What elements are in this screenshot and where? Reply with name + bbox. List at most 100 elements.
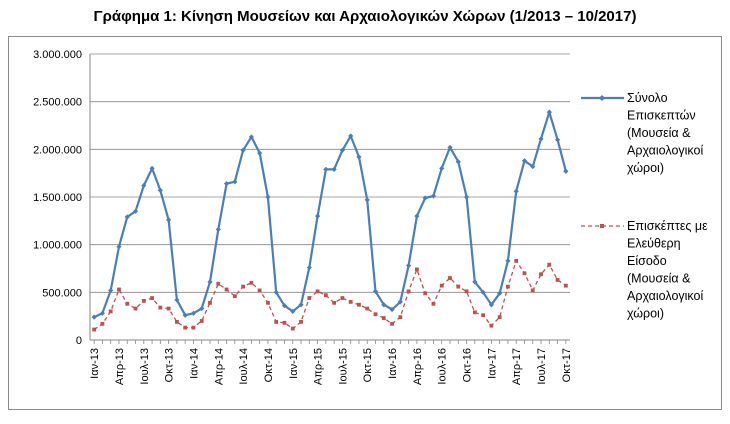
y-tick-label: 0 (76, 335, 82, 347)
data-point (546, 109, 552, 115)
legend-entry-1: Σύνολο Επισκεπτών (Μουσεία & Αρχαιολογικοί χ… (581, 91, 703, 175)
x-tick-label: Οκτ-13 (164, 348, 176, 382)
x-tick-label: Ιαν-16 (387, 348, 399, 379)
data-point (390, 321, 394, 326)
data-point (489, 323, 494, 328)
chart-title: Γράφημα 1: Κίνηση Μουσείων και Αρχαιολογ… (93, 8, 637, 25)
data-point (216, 281, 221, 286)
data-point (439, 283, 444, 288)
data-point (290, 326, 295, 331)
data-point (199, 305, 205, 312)
data-point (348, 133, 354, 139)
x-tick-label: Ιαν-13 (89, 348, 101, 379)
x-axis-ticks: Ιαν-13 Απρ-13 Ιουλ-13 Οκτ-13 Ιαν-14 Απρ-14 Ιου… (89, 348, 573, 385)
data-point (414, 267, 419, 272)
data-point (273, 289, 279, 295)
data-point (249, 280, 254, 285)
data-point (265, 194, 271, 200)
chart-frame (8, 36, 722, 410)
data-point (108, 309, 113, 314)
legend-label: (Μουσεία & (627, 272, 691, 286)
legend-marker (600, 224, 604, 228)
series-line (93, 111, 567, 319)
data-point (223, 181, 230, 187)
data-point (290, 308, 296, 314)
x-tick-label: Απρ-14 (213, 348, 225, 385)
y-tick-label: 1.000.000 (33, 240, 82, 252)
data-point (274, 319, 279, 324)
x-tick-label: Απρ-15 (313, 348, 325, 385)
data-point (340, 296, 345, 300)
series-1 (91, 109, 569, 320)
x-tick-label: Ιουλ-17 (536, 348, 548, 385)
x-tick-label: Απρ-17 (511, 348, 523, 385)
data-point (497, 315, 502, 320)
data-point (314, 213, 321, 219)
data-point (456, 284, 461, 289)
data-point (174, 297, 180, 303)
data-point (166, 306, 171, 311)
axes (89, 54, 570, 344)
data-point (281, 303, 288, 309)
data-point (530, 288, 535, 293)
data-point (141, 299, 146, 303)
data-point (381, 302, 387, 308)
data-point (463, 194, 470, 200)
data-point (521, 158, 528, 164)
data-point (182, 312, 188, 318)
data-point (530, 163, 536, 170)
legend-label: Σύνολο (627, 91, 668, 105)
x-tick-label: Οκτ-17 (561, 348, 573, 382)
data-point (497, 290, 503, 296)
legend-label: Είσοδο (627, 254, 667, 268)
data-point (183, 325, 188, 330)
legend-label: (Μουσεία & (627, 126, 691, 140)
legend-label: Αρχαιολογικοί (627, 289, 703, 303)
data-point (472, 310, 477, 315)
y-tick-label: 1.500.000 (33, 192, 82, 204)
y-tick-label: 3.000.000 (33, 49, 82, 61)
series-2 (92, 258, 568, 332)
data-point (306, 264, 312, 271)
data-point (248, 134, 254, 140)
legend-label: χώροι) (627, 307, 664, 321)
data-point (124, 214, 130, 220)
data-point (365, 306, 370, 311)
data-point (282, 320, 287, 325)
data-point (241, 284, 246, 289)
data-point (348, 299, 353, 304)
data-point (190, 310, 197, 316)
data-point (257, 288, 262, 293)
data-point (389, 306, 395, 313)
data-point (307, 296, 312, 300)
data-point (447, 144, 453, 151)
data-point (92, 327, 97, 332)
data-point (406, 289, 411, 294)
data-point (99, 310, 106, 316)
data-point (513, 188, 519, 194)
x-tick-label: Ιουλ-16 (437, 348, 449, 385)
data-point (423, 291, 428, 296)
data-point (455, 159, 461, 165)
data-point (116, 243, 122, 250)
data-point (266, 300, 270, 305)
data-point (315, 289, 320, 294)
data-point (514, 258, 519, 263)
data-point (381, 316, 386, 320)
data-point (191, 325, 196, 330)
legend-label: χώροι) (627, 161, 664, 175)
legend-label: Αρχαιολογικοί (627, 144, 703, 158)
data-point (339, 147, 346, 153)
data-point (555, 278, 560, 282)
data-point (464, 289, 469, 294)
data-point (331, 166, 337, 172)
data-point (364, 197, 370, 203)
data-point (505, 258, 511, 264)
data-point (448, 276, 452, 280)
data-point (357, 302, 361, 307)
data-point (157, 187, 163, 193)
legend-label: Επισκέπτες με (627, 219, 708, 233)
data-point (257, 150, 263, 156)
gridlines (90, 53, 570, 293)
